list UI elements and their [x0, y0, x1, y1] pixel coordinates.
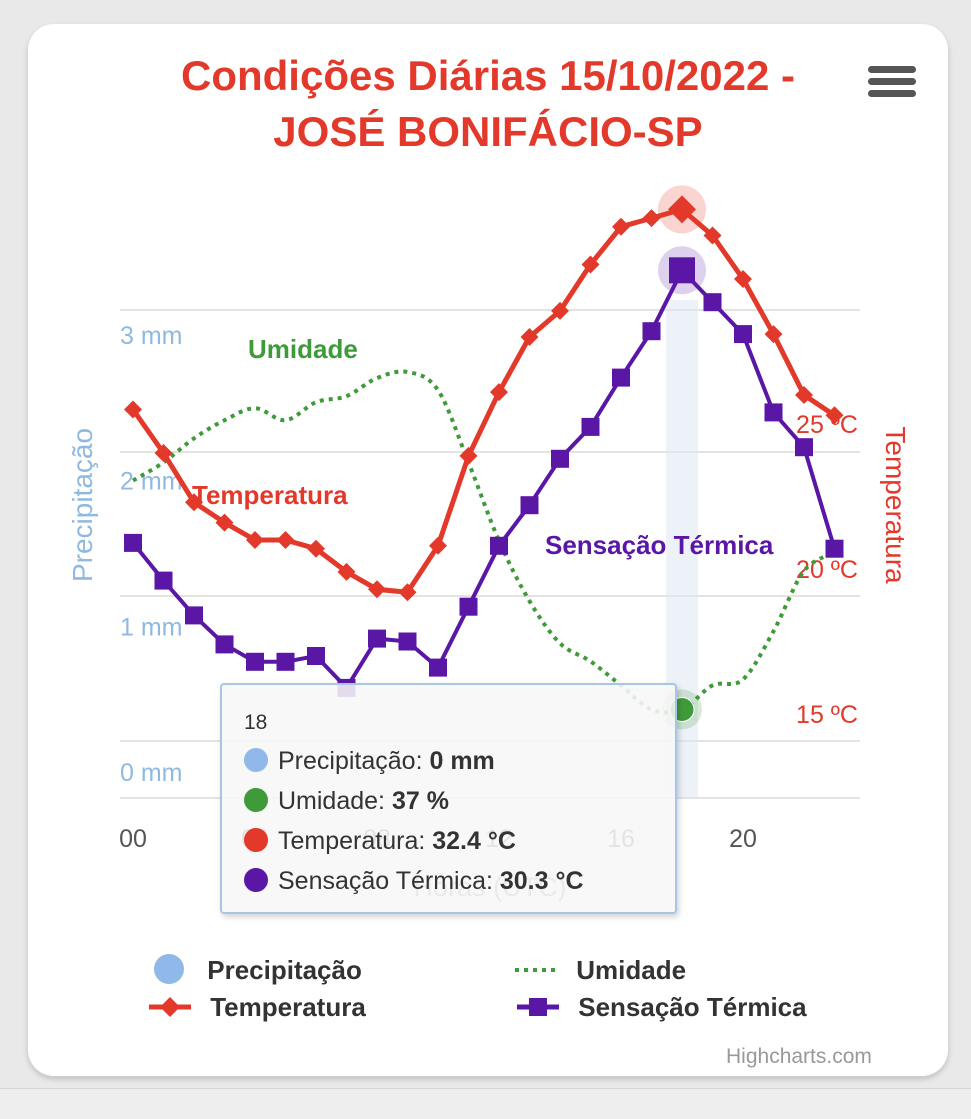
sensacao-point — [124, 533, 142, 552]
page-footer-band — [0, 1088, 971, 1119]
tooltip-series-dot-icon — [244, 748, 268, 772]
temperature-point — [459, 446, 478, 465]
sensacao-point — [642, 322, 661, 341]
temperature-point — [490, 383, 508, 402]
temperature-point — [337, 562, 356, 581]
temperature-point — [764, 325, 783, 344]
legend-label: Umidade — [576, 955, 687, 985]
temperature-point — [668, 195, 696, 224]
temperature-point — [795, 386, 813, 404]
tooltip-series-value: 0 mm — [429, 747, 495, 775]
legend-square-line-icon — [517, 998, 559, 1016]
legend-item-sensacao-termica[interactable]: Sensação Térmica — [515, 989, 807, 1025]
legend-circle-icon — [154, 954, 184, 984]
sensacao-point — [276, 652, 295, 671]
legend-diamond-line-icon — [149, 997, 191, 1017]
sensacao-point — [154, 571, 173, 590]
sensacao-point — [612, 368, 630, 387]
sensacao-point — [429, 658, 447, 677]
tooltip-row: Precipitação: 0 mm — [244, 741, 675, 781]
tooltip-series-value: 30.3 °C — [499, 867, 584, 895]
tooltip-series-value: 37 % — [391, 787, 449, 815]
legend-item-precipitacao[interactable]: Precipitação — [150, 952, 362, 988]
temperature-point — [703, 226, 722, 245]
chart-tooltip: 18 Precipitação: 0 mm Umidade: 37 % Temper… — [220, 683, 677, 914]
tooltip-row: Sensação Térmica: 30.3 °C — [244, 861, 675, 901]
sensacao-point — [581, 417, 600, 436]
precip-axis-tick-label: 0 mm — [120, 759, 183, 787]
sensacao-point — [368, 629, 386, 648]
sensacao-point — [215, 635, 234, 654]
temperature-point — [825, 406, 844, 425]
tooltip-series-name: Temperatura: — [278, 827, 433, 855]
temperature-point — [368, 580, 386, 599]
temperature-point — [520, 328, 539, 346]
tooltip-series-value: 32.4 °C — [432, 827, 516, 855]
x-axis-tick-label: 00 — [119, 825, 147, 853]
legend-label: Precipitação — [207, 955, 362, 985]
temp-axis-tick-label: 15 ºC — [796, 701, 858, 729]
sensacao-point — [459, 597, 478, 616]
sensacao-point — [703, 293, 722, 312]
temperature-point — [734, 270, 752, 288]
legend-dotted-line-icon — [515, 968, 557, 972]
tooltip-row: Temperatura: 32.4 °C — [244, 821, 675, 861]
legend-label: Temperatura — [210, 992, 366, 1022]
temperature-point — [246, 531, 264, 549]
temp-axis-title: Temperatura — [880, 426, 911, 584]
annotation-umidade: Umidade — [248, 334, 358, 364]
sensacao-point — [185, 606, 203, 625]
temperature-point — [215, 513, 234, 532]
precip-axis-tick-label: 1 mm — [120, 613, 183, 641]
temperature-point — [276, 531, 295, 549]
sensacao-point — [764, 403, 783, 422]
tooltip-series-dot-icon — [244, 788, 268, 812]
tooltip-series-name: Sensação Térmica: — [278, 867, 500, 895]
temperature-point — [398, 583, 417, 602]
tooltip-header: 18 — [244, 711, 268, 734]
tooltip-row: Umidade: 37 % — [244, 781, 675, 821]
annotation-temperatura: Temperatura — [192, 480, 348, 510]
annotation-sensacao-termica: Sensação Térmica — [545, 530, 774, 560]
sensacao-point — [551, 449, 569, 468]
tooltip-series-dot-icon — [244, 828, 268, 852]
temperature-point — [124, 400, 142, 419]
hamburger-menu-icon[interactable] — [868, 66, 916, 102]
sensacao-point — [398, 632, 417, 651]
temperature-point — [581, 255, 600, 274]
sensacao-point — [795, 438, 813, 457]
sensacao-point — [246, 652, 264, 671]
temperature-point — [154, 444, 173, 462]
precip-axis-title: Precipitação — [67, 428, 98, 582]
sensacao-point — [825, 539, 844, 558]
temperature-point — [307, 539, 325, 558]
legend-label: Sensação Térmica — [578, 992, 807, 1022]
temperature-point — [642, 209, 661, 228]
tooltip-series-name: Precipitação: — [278, 747, 430, 775]
x-axis-tick-label: 20 — [729, 825, 757, 853]
temperature-point — [185, 493, 203, 512]
sensacao-point — [734, 325, 752, 344]
sensacao-point — [669, 257, 695, 284]
sensacao-point — [520, 496, 539, 515]
temperature-point — [551, 301, 569, 320]
precip-axis-tick-label: 3 mm — [120, 322, 183, 350]
sensacao-point — [307, 647, 325, 665]
tooltip-series-dot-icon — [244, 868, 268, 892]
temperature-point — [612, 217, 630, 236]
tooltip-series-name: Umidade: — [278, 787, 392, 815]
temp-axis-tick-label: 20 ºC — [796, 556, 858, 584]
temperature-point — [429, 536, 447, 555]
sensacao-point — [490, 536, 508, 555]
chart-title: Condições Diárias 15/10/2022 - JOSÉ BONI… — [181, 52, 795, 155]
legend-item-umidade[interactable]: Umidade — [513, 952, 686, 988]
highcharts-credits-link[interactable]: Highcharts.com — [726, 1045, 872, 1068]
legend-item-temperatura[interactable]: Temperatura — [147, 989, 366, 1025]
